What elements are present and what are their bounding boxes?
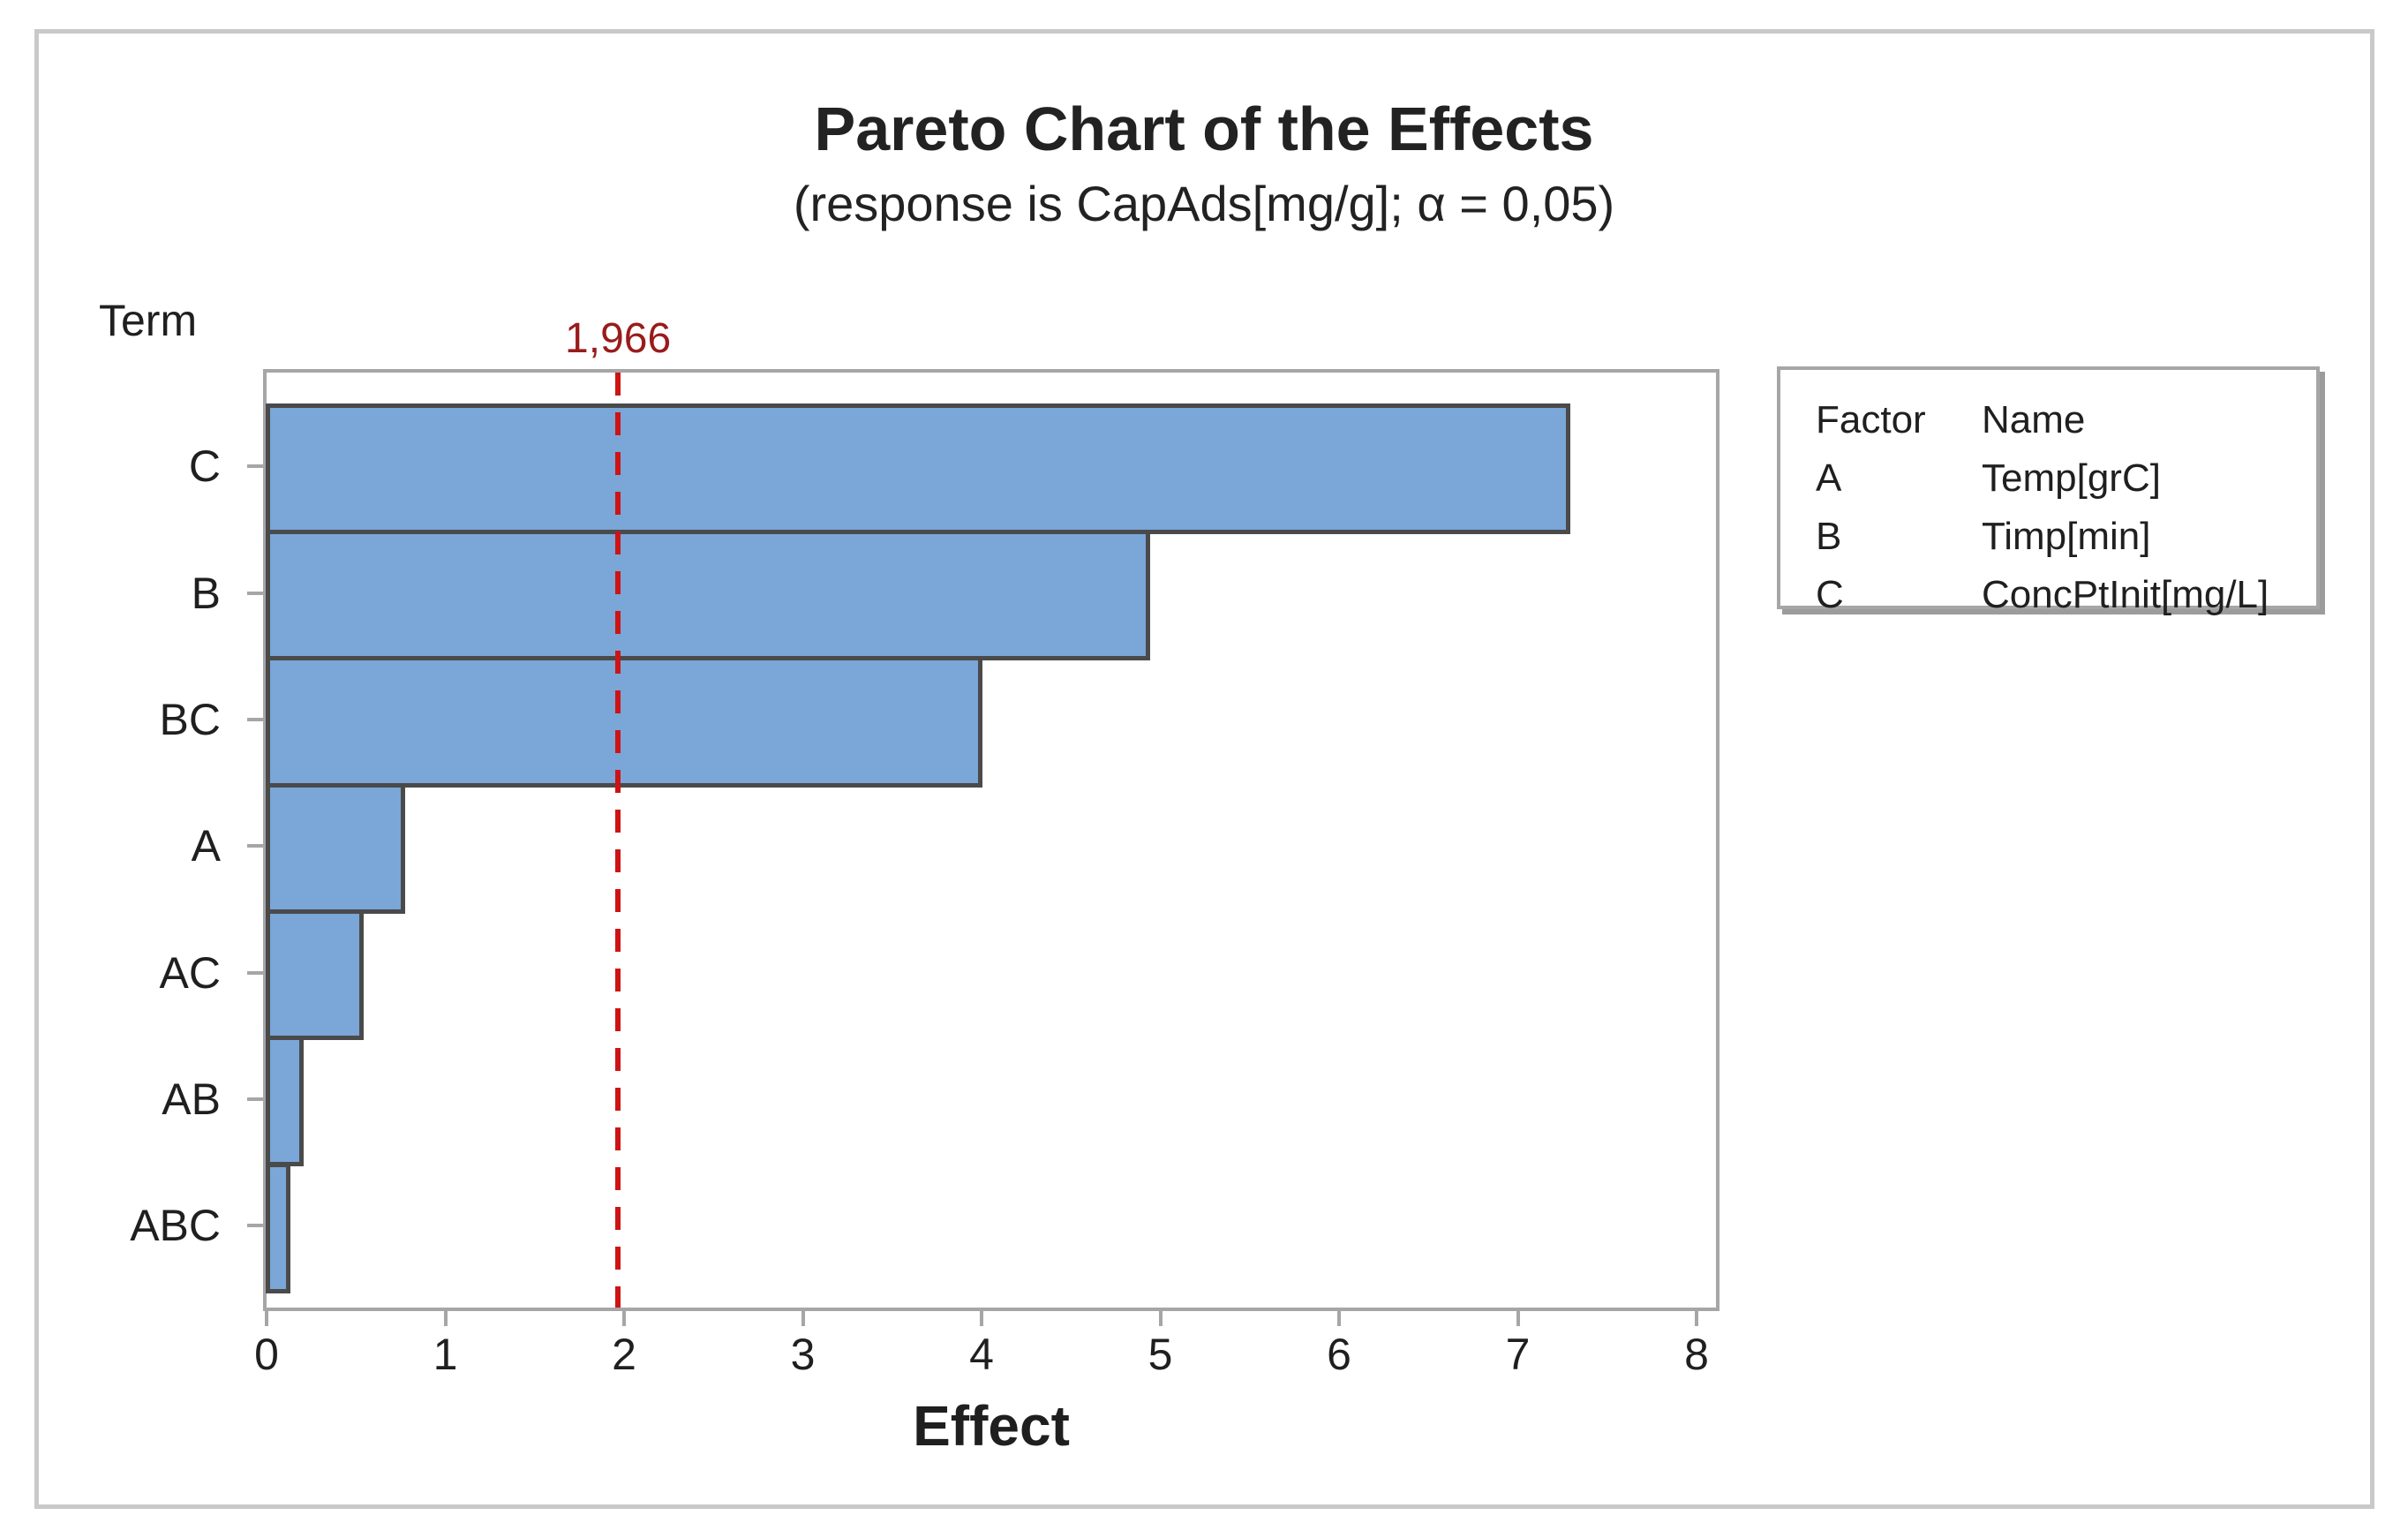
x-tick-6 [1337,1311,1341,1326]
y-tick-ABC [247,1224,264,1228]
y-tick-AC [247,970,264,975]
x-tick-5 [1158,1311,1163,1326]
y-axis-title: Term [99,296,198,345]
x-tick-label-0: 0 [254,1330,279,1379]
y-tick-label-AB: AB [162,1074,221,1124]
x-tick-8 [1695,1311,1698,1326]
reference-line-label: 1,966 [565,315,672,362]
bar-BC[interactable] [266,656,983,788]
x-tick-label-6: 6 [1327,1330,1351,1379]
legend-row-A: A Temp[grC] [1816,449,2316,508]
x-tick-label-1: 1 [433,1330,458,1379]
x-tick-7 [1516,1311,1520,1326]
y-tick-C [247,464,264,469]
y-tick-BC [247,717,264,721]
x-tick-2 [622,1311,626,1326]
y-tick-B [247,591,264,595]
legend-box: Factor Name A Temp[grC] B Timp[min] C ConcPtIni… [1777,366,2320,616]
legend-row-B-factor: B [1816,515,1842,558]
x-tick-3 [801,1311,805,1326]
y-tick-label-B: B [191,568,221,618]
x-tick-label-3: 3 [790,1330,816,1379]
legend-row-A-name: Temp[grC] [1982,456,2161,500]
legend-header-name: Name [1982,398,2086,441]
y-tick-label-A: A [191,821,221,871]
bar-C[interactable] [266,403,1571,534]
legend-row-C-name: ConcPtInit[mg/L] [1982,573,2269,616]
legend-header-factor: Factor [1816,398,1926,441]
legend-row-B-name: Timp[min] [1982,515,2151,558]
x-tick-label-8: 8 [1684,1330,1709,1379]
y-tick-label-AC: AC [159,947,221,998]
bar-AC[interactable] [266,908,365,1041]
x-tick-label-2: 2 [612,1330,636,1379]
legend-table: Factor Name A Temp[grC] B Timp[min] C ConcPtIni… [1780,370,2316,624]
bar-A[interactable] [266,782,405,914]
legend-row-C-factor: C [1816,573,1844,616]
chart-subtitle: (response is CapAds[mg/g]; α = 0,05) [793,176,1615,231]
x-tick-label-5: 5 [1148,1330,1173,1379]
chart-title: Pareto Chart of the Effects [814,94,1594,163]
bar-ABC[interactable] [266,1162,291,1293]
x-tick-label-7: 7 [1505,1330,1531,1379]
y-tick-label-ABC: ABC [130,1201,221,1251]
y-tick-label-C: C [188,441,221,492]
bar-AB[interactable] [266,1036,304,1167]
y-tick-A [247,844,264,848]
plot-area [263,369,1719,1311]
x-tick-label-4: 4 [969,1330,994,1379]
reference-line [615,373,621,1308]
x-axis-title: Effect [913,1394,1070,1458]
legend-header: Factor Name [1816,391,2316,449]
legend-row-A-factor: A [1816,456,1842,500]
x-tick-1 [443,1311,448,1326]
y-tick-AB [247,1097,264,1101]
x-tick-0 [265,1311,268,1326]
x-tick-4 [980,1311,983,1326]
legend-row-C: C ConcPtInit[mg/L] [1816,566,2316,624]
y-tick-label-BC: BC [159,694,221,744]
bar-B[interactable] [266,530,1151,661]
legend-row-B: B Timp[min] [1816,508,2316,566]
